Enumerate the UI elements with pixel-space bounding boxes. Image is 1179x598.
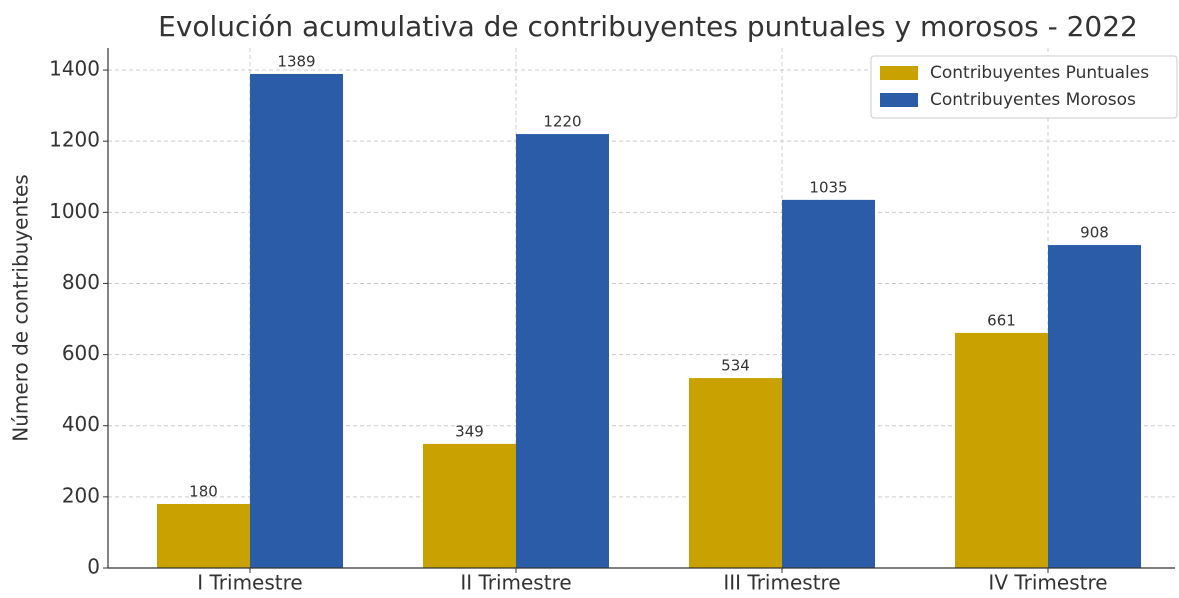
- data-label: 180: [189, 482, 218, 500]
- data-label: 1389: [277, 52, 315, 70]
- legend-swatch: [880, 66, 918, 80]
- bar: [423, 443, 516, 568]
- chart-title: Evolución acumulativa de contribuyentes …: [158, 10, 1138, 43]
- y-tick-label: 600: [62, 341, 100, 365]
- y-tick-label: 1400: [49, 57, 100, 81]
- legend-label: Contribuyentes Puntuales: [930, 63, 1149, 83]
- bar: [1048, 245, 1141, 568]
- bar: [955, 332, 1048, 568]
- x-tick-label: III Trimestre: [723, 571, 840, 595]
- bar: [250, 73, 343, 569]
- data-label: 1035: [809, 178, 847, 196]
- x-tick-label: I Trimestre: [197, 571, 302, 595]
- data-label: 1220: [543, 113, 581, 131]
- legend-swatch: [880, 93, 918, 107]
- legend-label: Contribuyentes Morosos: [930, 90, 1136, 110]
- data-label: 661: [987, 311, 1016, 329]
- y-axis-label: Número de contribuyentes: [9, 174, 33, 441]
- y-tick-label: 0: [87, 555, 100, 579]
- data-label: 908: [1080, 224, 1109, 242]
- y-tick-label: 200: [62, 483, 100, 507]
- y-tick-label: 800: [62, 270, 100, 294]
- y-tick-label: 1000: [49, 199, 100, 223]
- y-tick-label: 1200: [49, 128, 100, 152]
- bar: [782, 199, 875, 568]
- data-label: 534: [721, 357, 750, 375]
- legend: Contribuyentes Puntuales Contribuyentes M…: [870, 55, 1178, 119]
- y-tick-label: 400: [62, 412, 100, 436]
- x-tick-label: II Trimestre: [460, 571, 571, 595]
- bar: [516, 134, 609, 569]
- data-label: 349: [455, 422, 484, 440]
- x-tick-label: IV Trimestre: [988, 571, 1107, 595]
- legend-box: [870, 55, 1178, 119]
- bar: [157, 503, 250, 568]
- bar: [689, 378, 782, 568]
